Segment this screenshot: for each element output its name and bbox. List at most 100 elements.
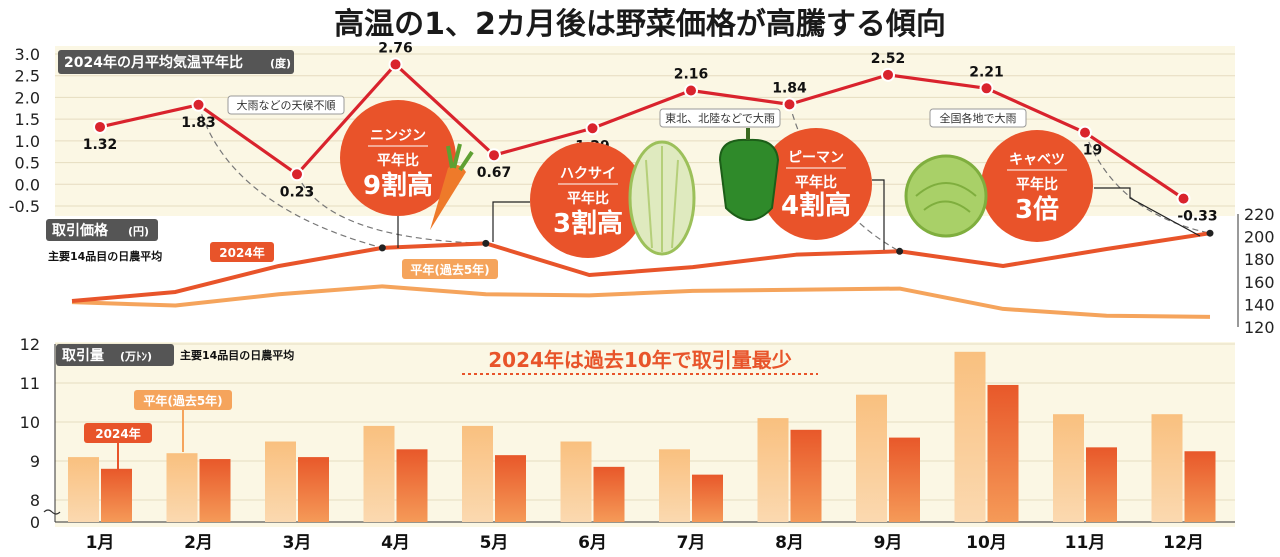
bar-avg <box>265 441 296 522</box>
temp-point <box>1176 191 1191 206</box>
bar-2024 <box>396 449 428 522</box>
bar-2024 <box>790 429 822 522</box>
temp-value-label: 1.84 <box>772 80 807 96</box>
month-label: 7月 <box>677 533 706 553</box>
volume-gridlines <box>55 343 1235 501</box>
price-y-tick: 160 <box>1244 273 1275 292</box>
lag-connectors <box>197 104 1211 252</box>
temp-value-label: 1.83 <box>181 115 216 131</box>
temp-point <box>979 81 994 96</box>
price-unit: (円) <box>128 225 149 238</box>
temp-y-tick: 2.0 <box>15 88 40 107</box>
legend-bar-avg: 平年(過去5年) <box>134 390 232 452</box>
callout-carrot: ニンジン 平年比 9割高 <box>340 100 474 248</box>
price-callout-point <box>482 239 490 247</box>
volume-subtitle: 主要14品目の日農平均 <box>180 348 294 362</box>
svg-text:キャベツ: キャベツ <box>1009 152 1065 168</box>
bar-avg <box>954 351 986 522</box>
svg-text:平年比: 平年比 <box>1016 176 1058 193</box>
lag-connector <box>296 174 486 244</box>
bar-2024 <box>889 437 920 522</box>
temp-label: 2024年の月平均気温平年比 <box>64 54 243 71</box>
temp-value-label: 2.52 <box>871 51 906 67</box>
svg-text:平年比: 平年比 <box>567 190 609 207</box>
month-axis: 1月 2月 3月 4月 5月 6月 7月 8月 9月 10月 11月 12月 <box>86 533 1204 553</box>
price-subtitle: 主要14品目の日農平均 <box>48 249 162 263</box>
svg-text:平年(過去5年): 平年(過去5年) <box>143 393 222 408</box>
callout-pepper: ピーマン 平年比 4割高 <box>718 128 885 250</box>
bar-avg <box>363 425 395 522</box>
temp-point <box>585 121 600 136</box>
svg-text:9割高: 9割高 <box>363 170 433 201</box>
temp-y-tick: 1.0 <box>15 132 40 151</box>
bar-avg <box>68 457 99 522</box>
cabbage-circle-2 <box>981 130 1093 242</box>
svg-text:平年比: 平年比 <box>377 152 419 169</box>
annotation-rain-3: 全国各地で大雨 <box>929 108 1027 128</box>
price-y-tick: 140 <box>1244 295 1275 314</box>
legend-price-avg: 平年(過去5年) <box>402 259 498 279</box>
price-y-axis: 220 200 180 160 140 120 <box>1237 205 1275 337</box>
temp-unit: (度) <box>270 56 291 70</box>
svg-text:平年比: 平年比 <box>795 174 837 191</box>
bar-2024 <box>1184 451 1216 522</box>
lag-connector <box>1084 132 1211 234</box>
price-2024-line <box>71 231 1211 304</box>
month-label: 6月 <box>578 533 607 553</box>
svg-text:全国各地で大雨: 全国各地で大雨 <box>940 111 1017 125</box>
axis-break-mark <box>43 509 61 515</box>
temp-y-tick: 3.0 <box>15 45 40 64</box>
bar-avg <box>462 425 493 522</box>
price-y-tick: 220 <box>1244 205 1275 224</box>
temp-point <box>388 57 403 72</box>
bar-avg <box>659 449 690 522</box>
temp-value-label: -0.33 <box>1177 209 1217 225</box>
volume-label-box: 取引量 (万ﾄﾝ) <box>56 344 174 366</box>
carrot-circle <box>340 100 456 216</box>
svg-text:3割高: 3割高 <box>553 208 623 239</box>
month-label: 5月 <box>480 533 509 553</box>
svg-text:2024年: 2024年 <box>95 426 140 441</box>
volume-unit: (万ﾄﾝ) <box>120 350 152 363</box>
price-label: 取引価格 <box>52 222 109 239</box>
bar-2024 <box>495 455 526 522</box>
bar-avg <box>856 394 887 522</box>
annotation-rain-2: 東北、北陸などで大雨 <box>659 108 781 128</box>
month-label: 12月 <box>1163 533 1204 553</box>
price-y-tick: 200 <box>1244 228 1275 247</box>
svg-text:ピーマン: ピーマン <box>788 150 844 166</box>
callout-chinese-cabbage: ハクサイ 平年比 3割高 <box>492 140 696 258</box>
bar-2024 <box>987 384 1019 522</box>
temp-point <box>191 97 206 112</box>
price-avg-line <box>71 284 1211 319</box>
price-callout-point <box>1206 229 1214 237</box>
temp-value-label: 2.76 <box>378 40 413 56</box>
pepper-circle <box>760 128 872 240</box>
price-y-tick: 180 <box>1244 250 1275 269</box>
bar-2024 <box>692 474 723 522</box>
month-label: 10月 <box>966 533 1007 553</box>
price-callout-point <box>896 247 904 255</box>
svg-text:ニンジン: ニンジン <box>370 128 426 144</box>
month-label: 1月 <box>86 533 115 553</box>
temp-y-tick: 1.5 <box>15 110 40 129</box>
price-label-box: 取引価格 (円) <box>46 219 158 241</box>
svg-text:2024年: 2024年 <box>219 245 264 260</box>
temp-value-label: 2.21 <box>969 64 1004 80</box>
volume-y-tick: 8 <box>30 491 40 510</box>
legend-bar-2024: 2024年 <box>84 423 152 470</box>
svg-text:ハクサイ: ハクサイ <box>560 166 616 182</box>
temp-y-tick: 2.5 <box>15 67 40 86</box>
volume-y-tick: 0 <box>30 513 40 532</box>
temp-point <box>881 67 895 82</box>
volume-y-tick: 9 <box>30 452 40 471</box>
svg-text:4割高: 4割高 <box>781 190 851 221</box>
volume-panel-bg <box>55 342 1235 527</box>
temp-point <box>782 97 797 112</box>
volume-headline: 2024年は過去10年で取引量最少 <box>488 348 792 372</box>
month-label: 8月 <box>775 533 804 553</box>
svg-text:3倍: 3倍 <box>1015 194 1059 225</box>
temp-value-label: 1.32 <box>83 137 118 153</box>
temp-value-label: 0.23 <box>280 184 315 200</box>
